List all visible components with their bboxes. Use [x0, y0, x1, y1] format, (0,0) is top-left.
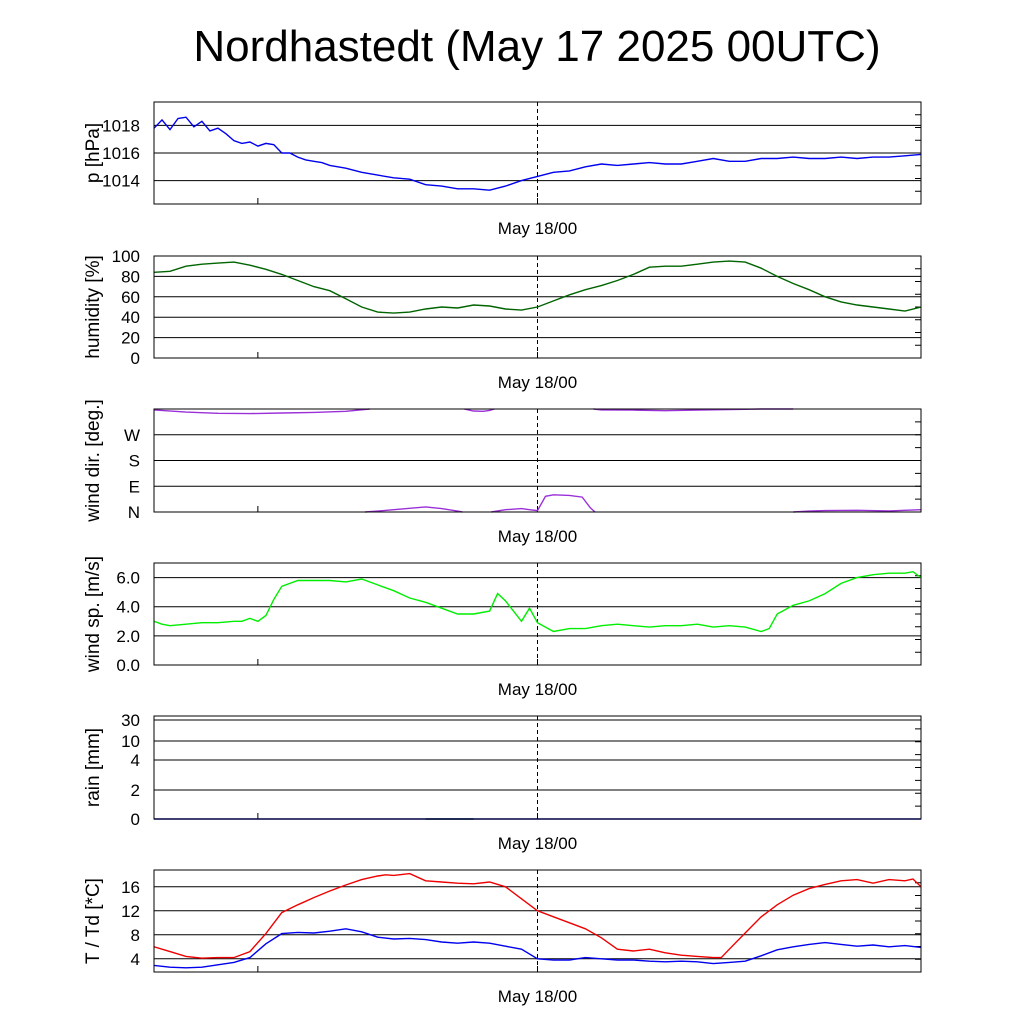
y-tick-label: 1014 — [102, 172, 140, 191]
plot-frame — [153, 715, 922, 820]
y-tick-label: 0.0 — [116, 656, 140, 675]
y-axis-label: T / Td [*C] — [83, 878, 104, 964]
y-tick-label: 4.0 — [116, 598, 140, 617]
series-line-wind_speed — [154, 570, 921, 633]
y-tick-label: W — [124, 426, 140, 445]
y-tick-label: 0 — [131, 349, 140, 368]
panel-4: 0 2 410 30 May 18/00 rain [mm] — [83, 711, 922, 853]
series-line-pressure — [154, 116, 921, 191]
x-tick-label: May 18/00 — [498, 834, 577, 853]
panel-3: 0.0 2.0 4.0 6.0 May 18/00 wind sp. [m/s] — [83, 556, 922, 699]
x-tick-label: May 18/00 — [498, 987, 577, 1006]
series-line-temperature — [154, 872, 921, 959]
y-axis-label: p [hPa] — [83, 123, 104, 183]
series-line-wind_direction — [463, 408, 495, 413]
page-title: Nordhastedt (May 17 2025 00UTC) — [193, 22, 881, 71]
y-tick-label: 4 — [131, 950, 140, 969]
y-tick-label: 8 — [131, 926, 140, 945]
y-axis-label: wind dir. [deg.] — [83, 399, 104, 523]
y-tick-label: 6.0 — [116, 569, 140, 588]
plot-frame — [153, 255, 922, 359]
panel-0: 1014 1016 1018 May 18/00 p [hPa] — [83, 101, 922, 238]
y-axis-label: humidity [%] — [83, 255, 104, 358]
y-tick-label: 12 — [121, 902, 140, 921]
y-axis-label: wind sp. [m/s] — [83, 556, 104, 673]
plot-frame — [153, 101, 922, 205]
y-tick-label: 20 — [121, 329, 140, 348]
panel-5: 4 8 12 16 May 18/00 T / Td [*C] — [83, 869, 922, 1006]
x-tick-label: May 18/00 — [498, 219, 577, 238]
y-tick-label: 40 — [121, 308, 140, 327]
series-line-humidity — [154, 260, 921, 314]
plot-frame — [153, 562, 922, 666]
y-tick-label: 1018 — [102, 116, 140, 135]
x-tick-label: May 18/00 — [498, 527, 577, 546]
plot-frame — [153, 869, 922, 973]
y-tick-label: 0 — [131, 810, 140, 829]
series-line-wind_direction — [793, 509, 921, 513]
plot-frame — [153, 408, 922, 513]
series-line-wind_direction — [491, 494, 596, 513]
y-tick-label: 80 — [121, 267, 140, 286]
y-tick-label: 2.0 — [116, 627, 140, 646]
y-tick-label: S — [129, 452, 140, 471]
y-tick-label: 60 — [121, 288, 140, 307]
y-tick-label: E — [129, 477, 140, 496]
y-tick-label: 100 — [112, 247, 140, 266]
y-tick-label: 4 — [131, 751, 140, 770]
series-line-wind_direction — [154, 408, 370, 415]
y-axis-label: rain [mm] — [83, 728, 104, 807]
y-tick-label: 16 — [121, 878, 140, 897]
series-line-wind_direction — [364, 506, 463, 513]
x-tick-label: May 18/00 — [498, 680, 577, 699]
x-tick-label: May 18/00 — [498, 373, 577, 392]
y-tick-label: 2 — [131, 781, 140, 800]
series-line-dewpoint — [154, 928, 921, 969]
y-tick-label: 10 — [121, 732, 140, 751]
y-tick-label: N — [128, 503, 140, 522]
y-tick-label: 1016 — [102, 144, 140, 163]
y-tick-label: 30 — [121, 711, 140, 730]
